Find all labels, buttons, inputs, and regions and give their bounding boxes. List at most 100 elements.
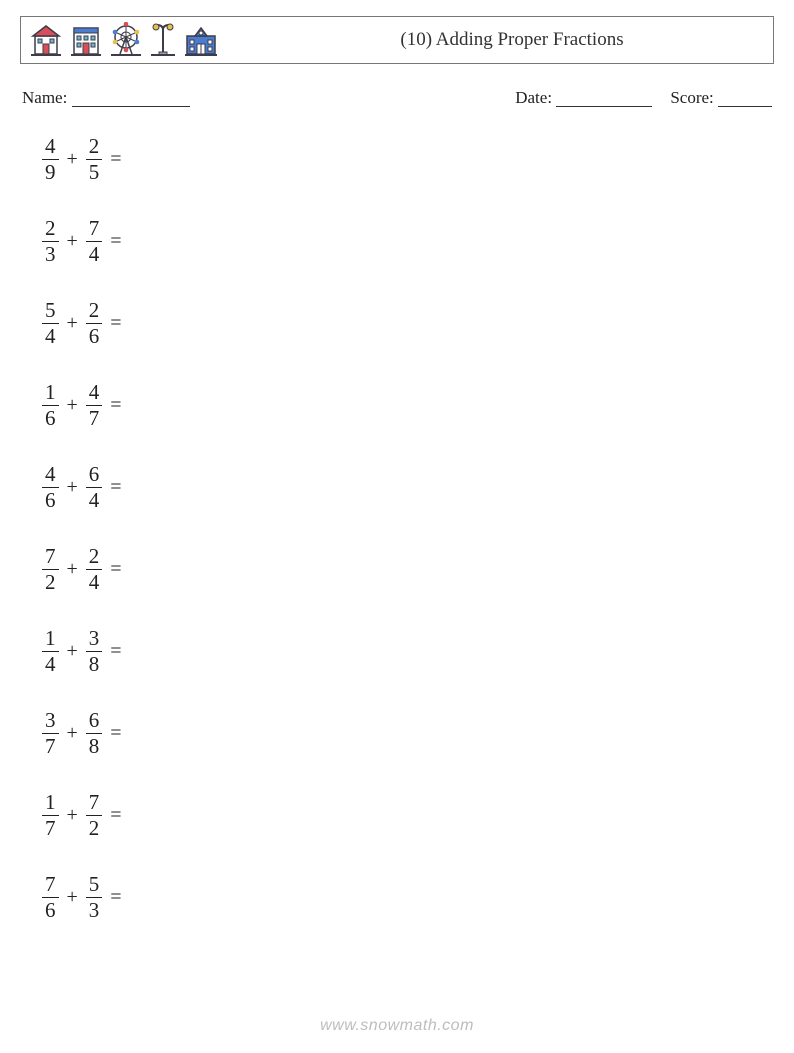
worksheet-page: (10) Adding Proper Fractions Name: Date:… — [0, 0, 794, 1053]
plus-operator: + — [59, 640, 86, 663]
fraction-b: 53 — [86, 873, 103, 920]
equals-sign: = — [102, 394, 121, 417]
ferris-wheel-icon — [109, 22, 143, 58]
problem-list: 49+25=23+74=54+26=16+47=46+64=72+24=14+3… — [20, 130, 774, 920]
numerator: 4 — [86, 381, 103, 403]
fraction-a: 54 — [42, 299, 59, 346]
denominator: 6 — [86, 325, 103, 347]
fraction-a: 14 — [42, 627, 59, 674]
school-building-icon — [183, 22, 219, 58]
street-lamp-icon — [149, 22, 177, 58]
denominator: 5 — [86, 161, 103, 183]
numerator: 7 — [42, 545, 59, 567]
numerator: 5 — [42, 299, 59, 321]
score-field: Score: — [670, 88, 772, 108]
denominator: 6 — [42, 489, 59, 511]
numerator: 6 — [86, 463, 103, 485]
fraction-b: 72 — [86, 791, 103, 838]
name-blank[interactable] — [72, 93, 190, 107]
denominator: 7 — [42, 735, 59, 757]
fraction-b: 47 — [86, 381, 103, 428]
date-blank[interactable] — [556, 93, 652, 107]
equals-sign: = — [102, 722, 121, 745]
fraction-a: 76 — [42, 873, 59, 920]
fraction-b: 38 — [86, 627, 103, 674]
numerator: 2 — [86, 135, 103, 157]
fraction-b: 24 — [86, 545, 103, 592]
score-blank[interactable] — [718, 93, 772, 107]
denominator: 6 — [42, 407, 59, 429]
denominator: 7 — [42, 817, 59, 839]
denominator: 4 — [42, 325, 59, 347]
numerator: 5 — [86, 873, 103, 895]
house-icon — [29, 22, 63, 58]
denominator: 2 — [42, 571, 59, 593]
info-row: Name: Date: Score: — [22, 88, 772, 108]
equals-sign: = — [102, 558, 121, 581]
fraction-a: 17 — [42, 791, 59, 838]
name-field: Name: — [22, 88, 515, 108]
denominator: 4 — [86, 489, 103, 511]
plus-operator: + — [59, 558, 86, 581]
numerator: 1 — [42, 381, 59, 403]
worksheet-header: (10) Adding Proper Fractions — [20, 16, 774, 64]
denominator: 4 — [86, 571, 103, 593]
fraction-b: 68 — [86, 709, 103, 756]
equals-sign: = — [102, 804, 121, 827]
fraction-b: 25 — [86, 135, 103, 182]
score-label: Score: — [670, 88, 713, 107]
numerator: 7 — [42, 873, 59, 895]
denominator: 8 — [86, 735, 103, 757]
problem-row: 72+24= — [42, 546, 774, 592]
fraction-a: 16 — [42, 381, 59, 428]
date-label: Date: — [515, 88, 552, 107]
fraction-a: 37 — [42, 709, 59, 756]
problem-row: 16+47= — [42, 382, 774, 428]
problem-row: 14+38= — [42, 628, 774, 674]
denominator: 6 — [42, 899, 59, 921]
fraction-a: 46 — [42, 463, 59, 510]
numerator: 2 — [86, 299, 103, 321]
plus-operator: + — [59, 722, 86, 745]
fraction-a: 72 — [42, 545, 59, 592]
plus-operator: + — [59, 804, 86, 827]
numerator: 7 — [86, 791, 103, 813]
problem-row: 49+25= — [42, 136, 774, 182]
date-field: Date: — [515, 88, 652, 108]
denominator: 3 — [86, 899, 103, 921]
numerator: 6 — [86, 709, 103, 731]
equals-sign: = — [102, 640, 121, 663]
office-building-icon — [69, 22, 103, 58]
denominator: 3 — [42, 243, 59, 265]
denominator: 4 — [42, 653, 59, 675]
denominator: 9 — [42, 161, 59, 183]
numerator: 7 — [86, 217, 103, 239]
numerator: 2 — [86, 545, 103, 567]
equals-sign: = — [102, 148, 121, 171]
footer-url: www.snowmath.com — [0, 1017, 794, 1035]
equals-sign: = — [102, 886, 121, 909]
problem-row: 46+64= — [42, 464, 774, 510]
numerator: 4 — [42, 463, 59, 485]
denominator: 4 — [86, 243, 103, 265]
plus-operator: + — [59, 886, 86, 909]
equals-sign: = — [102, 230, 121, 253]
problem-row: 37+68= — [42, 710, 774, 756]
equals-sign: = — [102, 476, 121, 499]
fraction-b: 74 — [86, 217, 103, 264]
name-label: Name: — [22, 88, 67, 107]
numerator: 3 — [86, 627, 103, 649]
denominator: 8 — [86, 653, 103, 675]
numerator: 3 — [42, 709, 59, 731]
plus-operator: + — [59, 312, 86, 335]
plus-operator: + — [59, 230, 86, 253]
problem-row: 76+53= — [42, 874, 774, 920]
problem-row: 23+74= — [42, 218, 774, 264]
fraction-b: 26 — [86, 299, 103, 346]
denominator: 2 — [86, 817, 103, 839]
worksheet-title: (10) Adding Proper Fractions — [219, 29, 765, 51]
problem-row: 54+26= — [42, 300, 774, 346]
fraction-b: 64 — [86, 463, 103, 510]
header-icon-row — [29, 22, 219, 58]
problem-row: 17+72= — [42, 792, 774, 838]
